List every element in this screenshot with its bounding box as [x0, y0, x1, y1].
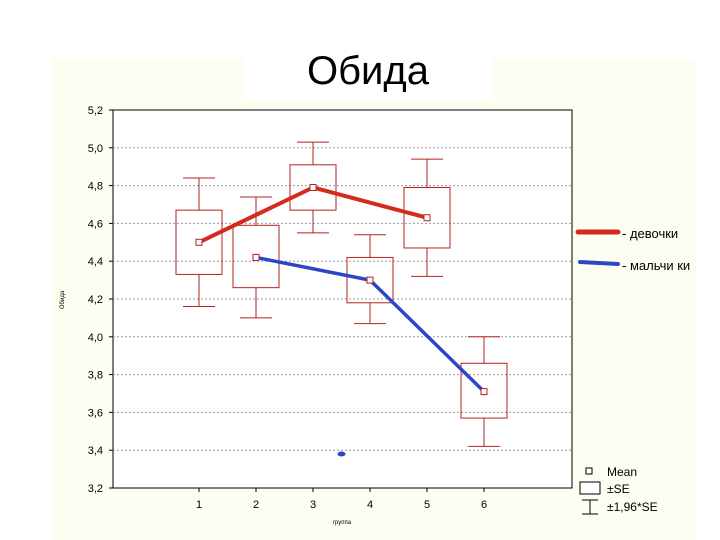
- legend-boys-swatch: [578, 260, 620, 266]
- mean-marker: [423, 214, 431, 222]
- mean-marker: [366, 276, 374, 284]
- se-box: [460, 362, 508, 419]
- y-tick-label: 5,0: [88, 143, 103, 155]
- y-tick-label: 4,8: [88, 181, 103, 193]
- mean-marker: [252, 253, 260, 261]
- y-tick-label: 4,6: [88, 218, 103, 230]
- x-axis-label: группа: [333, 520, 352, 526]
- x-tick-label: 6: [481, 499, 487, 511]
- outlier-point: [337, 451, 346, 457]
- y-tick-label: 4,0: [88, 332, 103, 344]
- y-tick-label: 3,8: [88, 370, 103, 382]
- x-tick-label: 3: [310, 499, 316, 511]
- box-groups: [175, 141, 508, 447]
- y-axis-label: Обида: [60, 290, 66, 309]
- legend-girls-label: - девочки: [622, 226, 679, 241]
- legend-mean-marker-icon: [585, 467, 593, 475]
- x-tick-label: 5: [424, 499, 430, 511]
- box-group-5: [403, 158, 451, 277]
- mean-marker: [195, 238, 203, 246]
- legend-se-label: ±SE: [607, 482, 630, 496]
- legend-mean-label: Mean: [607, 465, 637, 479]
- mean-marker: [480, 388, 488, 396]
- se-box: [289, 164, 337, 211]
- legend-se-box-icon: [579, 481, 601, 495]
- x-axis-ticks: 1 2 3 4 5 6: [196, 488, 487, 511]
- se-box: [232, 224, 280, 289]
- box-group-3: [289, 141, 337, 234]
- slide-title: Обида: [243, 42, 493, 100]
- box-group-2: [232, 196, 280, 319]
- box-group-1: [175, 177, 223, 308]
- y-axis-ticks: 5,2 5,0 4,8 4,6 4,4 4,2 4,0 3,8 3,6 3,4 3,2: [88, 105, 113, 495]
- y-tick-label: 3,6: [88, 407, 103, 419]
- gridlines: [113, 147, 572, 451]
- legend-ci-whisker-icon: [582, 499, 598, 515]
- y-tick-label: 3,4: [88, 445, 103, 457]
- legend-ci-label: ±1,96*SE: [607, 500, 658, 514]
- legend-boys-label: - мальчи ки: [622, 258, 691, 273]
- box-group-4: [346, 234, 394, 325]
- se-box: [346, 256, 394, 304]
- se-box: [175, 209, 223, 275]
- x-tick-label: 1: [196, 499, 202, 511]
- series-lines: [195, 183, 488, 457]
- x-tick-label: 2: [253, 499, 259, 511]
- mean-marker: [309, 183, 317, 191]
- se-box: [403, 186, 451, 249]
- y-tick-label: 4,4: [88, 256, 103, 268]
- y-tick-label: 4,2: [88, 294, 103, 306]
- y-tick-label: 3,2: [88, 483, 103, 495]
- y-tick-label: 5,2: [88, 105, 103, 117]
- box-group-6: [460, 336, 508, 447]
- x-tick-label: 4: [367, 499, 373, 511]
